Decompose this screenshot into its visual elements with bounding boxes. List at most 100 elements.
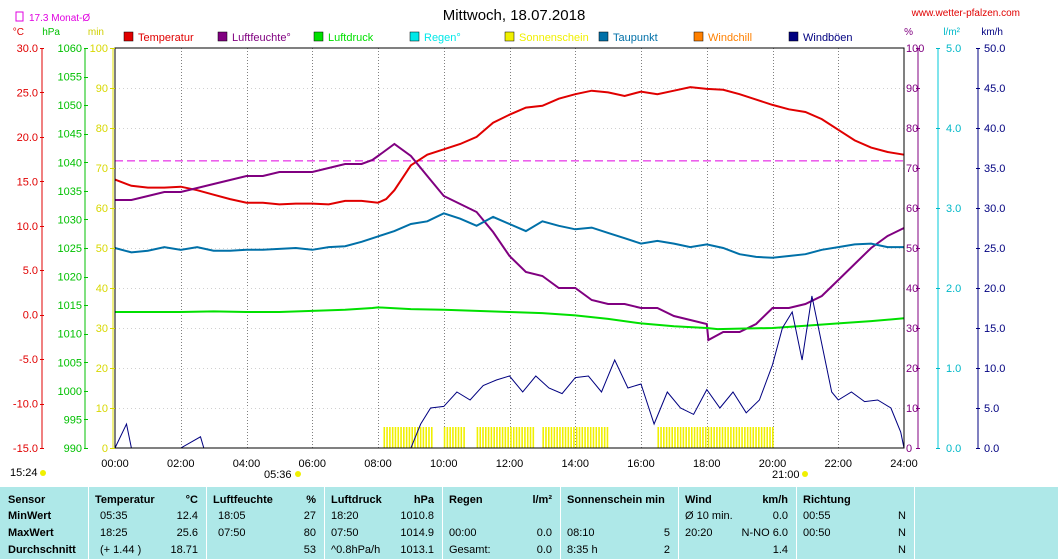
- series-luftfeuchte-line: [115, 142, 905, 342]
- sunshine-bar: [679, 427, 682, 448]
- sunshine-bar: [744, 427, 746, 448]
- sunshine-bar: [769, 427, 771, 448]
- sunshine-bar: [498, 427, 501, 448]
- sunshine-bar: [482, 427, 484, 448]
- sunshine-bar: [501, 427, 504, 448]
- sunshine-bar: [425, 427, 427, 448]
- sunshine-bar: [707, 427, 710, 448]
- sunrise-label: 05:36: [264, 469, 292, 481]
- temp-tick-label: 0.0: [23, 310, 38, 322]
- header-temperature: Temperatur: [95, 494, 155, 506]
- sunshine-bar: [584, 427, 586, 448]
- sunshine-bar: [397, 427, 400, 448]
- sunshine-bar: [772, 427, 774, 448]
- sunshine-bar: [702, 427, 704, 448]
- wind-tick-label: 35.0: [984, 163, 1005, 175]
- sunshine-bar: [529, 427, 532, 448]
- sun-tick-label: 30: [96, 323, 108, 335]
- rain-unit: l/m²: [943, 27, 960, 38]
- wind-tick-label: 10.0: [984, 363, 1005, 375]
- corner-sun-icon: [40, 470, 46, 476]
- humidity-tick-label: 40: [906, 283, 918, 295]
- grid: [115, 48, 904, 448]
- stat-cell-rain-val: 0.0: [536, 544, 552, 556]
- humidity-tick-label: 60: [906, 203, 918, 215]
- sunshine-bar: [749, 427, 752, 448]
- stat-cell-dir-time: 00:55: [803, 510, 831, 522]
- wind-tick-label: 15.0: [984, 323, 1005, 335]
- sunshine-bar: [553, 427, 556, 448]
- sunshine-bar: [682, 427, 685, 448]
- humidity-tick-label: 70: [906, 163, 918, 175]
- sunshine-bar: [411, 427, 414, 448]
- header-wind-unit: km/h: [762, 494, 788, 506]
- stat-cell-wind-time: 20:20: [685, 527, 713, 539]
- pressure-tick-label: 1045: [58, 129, 82, 141]
- col-divider: [914, 487, 915, 559]
- sunshine-bar: [561, 427, 564, 448]
- stat-cell-hum-val: 80: [303, 527, 316, 539]
- sunshine-bar: [676, 427, 679, 448]
- rain-tick-label: 2.0: [946, 283, 961, 295]
- sunshine-bar: [485, 427, 487, 448]
- sunshine-bar: [595, 427, 598, 448]
- x-tick-label: 08:00: [364, 458, 392, 470]
- sunshine-bar: [476, 427, 479, 448]
- legend-label: Sonnenschein: [519, 32, 589, 44]
- stat-cell-sun-time: 08:10: [567, 527, 595, 539]
- wind-unit: km/h: [981, 27, 1003, 38]
- rain-tick-label: 4.0: [946, 123, 961, 135]
- stat-cell-dir-time: 00:50: [803, 527, 831, 539]
- sunshine-bar: [570, 427, 572, 448]
- wind-tick-label: 40.0: [984, 123, 1005, 135]
- sunshine-bar: [592, 427, 595, 448]
- sunshine-bar: [521, 427, 523, 448]
- sunshine-bar: [422, 427, 425, 448]
- stat-cell-press-time: 18:20: [331, 510, 359, 522]
- sunshine-bar: [550, 427, 553, 448]
- sunshine-bar: [454, 427, 457, 448]
- sunshine-bar: [507, 427, 509, 448]
- stat-cell-rain-time: 00:00: [449, 527, 477, 539]
- sun-tick-label: 10: [96, 403, 108, 415]
- col-divider: [88, 487, 89, 559]
- x-tick-label: 18:00: [693, 458, 721, 470]
- temp-tick-label: 20.0: [17, 132, 38, 144]
- chart-background: [0, 0, 1058, 487]
- series-taupunkt-line: [114, 212, 904, 259]
- x-tick-label: 22:00: [824, 458, 852, 470]
- sunshine-bar: [383, 427, 386, 448]
- col-divider: [442, 487, 443, 559]
- humidity-tick-label: 50: [906, 243, 918, 255]
- sunshine-bar: [452, 427, 454, 448]
- pressure-tick-label: 1030: [58, 214, 82, 226]
- sunshine-bar: [493, 427, 495, 448]
- stat-cell-temp-val: 25.6: [176, 527, 198, 539]
- sun-tick-label: 50: [96, 243, 108, 255]
- sunshine-bar: [727, 427, 729, 448]
- sunshine-bar: [394, 427, 397, 448]
- sunshine-bar: [735, 427, 738, 448]
- wind-tick-label: 30.0: [984, 203, 1005, 215]
- sunshine-bar: [589, 427, 592, 448]
- source-label: www.wetter-pfalzen.com: [911, 8, 1020, 19]
- sunshine-bar: [575, 427, 578, 448]
- sunshine-bar: [545, 427, 547, 448]
- stat-cell-wind-val: 1.4: [772, 544, 788, 556]
- sunshine-bar: [685, 427, 687, 448]
- stat-cell-sun-val: 5: [663, 527, 670, 539]
- sunshine-bar: [490, 427, 493, 448]
- legend-swatch: [313, 31, 324, 42]
- temp-tick-label: 5.0: [23, 265, 38, 277]
- x-tick-label: 02:00: [167, 458, 195, 470]
- sunshine-bar: [573, 427, 575, 448]
- sun-tick-label: 20: [96, 363, 108, 375]
- sunshine-bar: [606, 427, 609, 448]
- stat-cell-press-time: ^0.8hPa/h: [331, 544, 381, 556]
- temp-unit: °C: [13, 27, 24, 38]
- legend-label: Windböen: [803, 32, 853, 44]
- stat-cell-press-time: 07:50: [331, 527, 359, 539]
- col-divider: [678, 487, 679, 559]
- stat-cell-hum-time: 18:05: [218, 510, 246, 522]
- temp-tick-label: 15.0: [17, 176, 38, 188]
